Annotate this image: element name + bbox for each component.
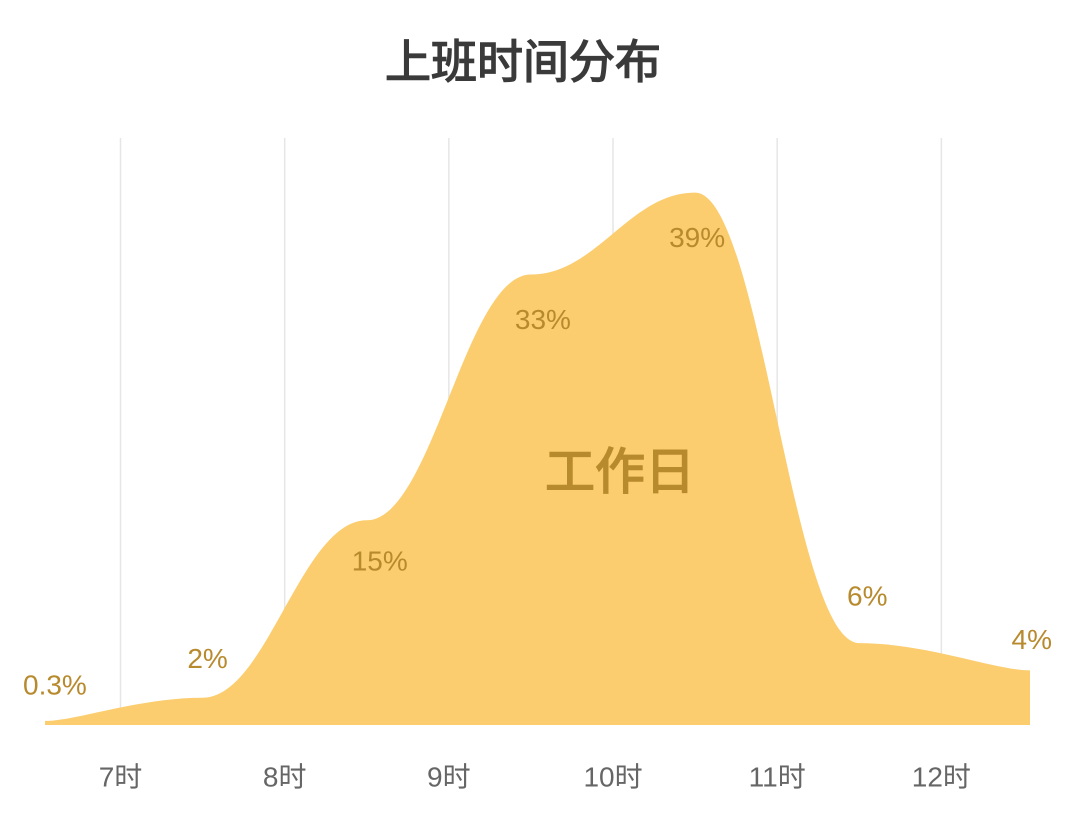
data-label: 2% xyxy=(187,643,227,674)
series-label: 工作日 xyxy=(545,444,695,500)
data-label: 33% xyxy=(515,304,571,335)
x-tick-label: 9时 xyxy=(427,761,471,792)
data-label: 4% xyxy=(1012,624,1052,655)
x-tick-label: 12时 xyxy=(912,761,971,792)
x-tick-label: 8时 xyxy=(263,761,307,792)
chart-title: 上班时间分布 xyxy=(385,36,661,88)
x-tick-label: 7时 xyxy=(99,761,143,792)
area xyxy=(45,192,1030,726)
data-label: 15% xyxy=(352,546,408,577)
data-label: 6% xyxy=(847,580,887,611)
x-tick-label: 11时 xyxy=(749,761,806,792)
x-tick-label: 10时 xyxy=(583,761,642,792)
data-label: 0.3% xyxy=(23,669,87,700)
data-label: 39% xyxy=(669,222,725,253)
